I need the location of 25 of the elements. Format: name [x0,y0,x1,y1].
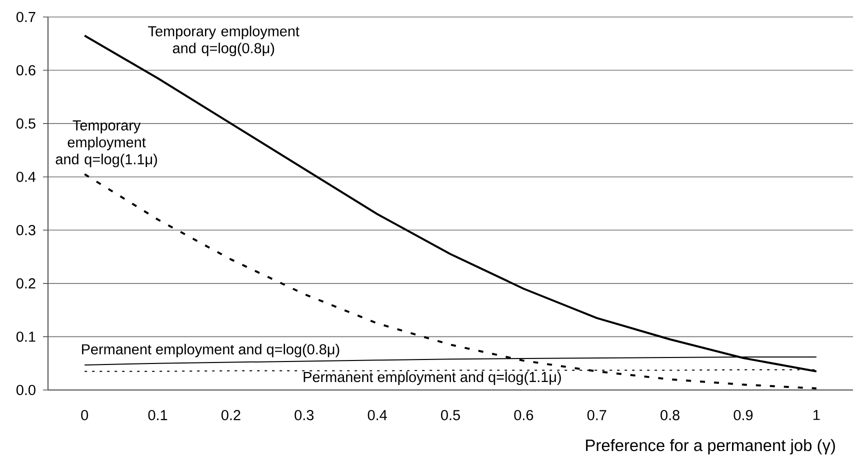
x-tick-label: 0.1 [148,410,168,420]
x-tick-label: 1 [813,410,820,420]
series-label: Permanent employment and q=log(0.8μ) [82,344,340,358]
x-tick-label: 0.5 [441,410,460,420]
x-tick-label: 0.9 [734,410,753,420]
text: Temporary employment and q=log(1.1μ) [56,120,157,168]
y-tick-label: 0.6 [16,65,36,76]
x-tick-label: 0 [81,410,88,420]
y-tick-label: 0.3 [16,225,36,236]
x-axis-title: Preference for a permanent job (γ) [586,439,835,454]
x-tick-label: 0.3 [294,410,314,420]
x-tick-label: 0.6 [514,410,534,420]
y-tick-label: 0.2 [16,278,36,289]
x-tick-label: 0.4 [368,410,387,420]
y-tick-label: 0.1 [16,332,36,342]
y-tick-label: 0.5 [16,118,36,129]
y-tick-label: 0.7 [16,12,36,22]
x-tick-label: 0.2 [221,410,240,420]
y-tick-label: 0.0 [16,384,36,396]
x-tick-label: 0.7 [587,410,606,420]
series-label: Temporary employment and q=log(0.8μ) [148,26,300,56]
y-tick-label: 0.4 [16,172,36,182]
series-label: Permanent employment and q=log(1.1μ) [304,372,561,385]
line-series [84,173,818,390]
x-tick-label: 0.8 [660,410,680,420]
